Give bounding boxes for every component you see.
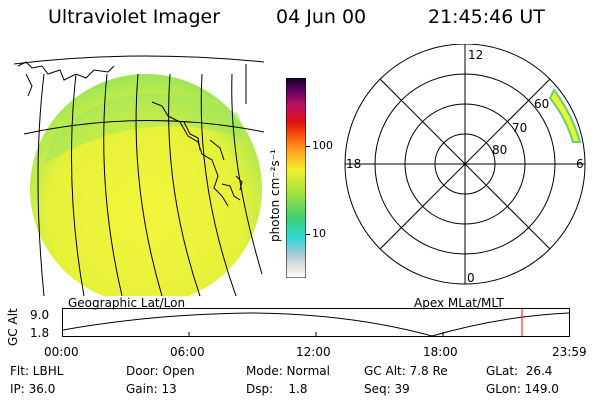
geographic-panel-label: Geographic Lat/Lon	[68, 296, 186, 310]
timeline-xtick-1800: 18:00	[423, 345, 458, 359]
mlat-label-70: 70	[512, 121, 527, 135]
status-ip: IP: 36.0	[10, 382, 56, 396]
timeline-ylabel: GC Alt	[6, 308, 20, 346]
timeline-xtick-2359: 23:59	[552, 345, 587, 359]
colorbar-gradient	[286, 78, 306, 278]
date-label: 04 Jun 00	[276, 6, 367, 28]
timeline-ytick-high: 9.0	[30, 308, 50, 322]
status-mode: Mode: Normal	[246, 364, 330, 378]
status-gain: Gain: 13	[126, 382, 177, 396]
timeline-ytick-low: 1.8	[30, 326, 50, 340]
coastlines	[17, 61, 243, 207]
polar-panel-label: Apex MLat/MLT	[414, 296, 504, 310]
auroral-oval-arc	[548, 88, 582, 143]
colorbar-title: photon cm⁻²s⁻¹	[268, 149, 282, 242]
timeline-xtick-0600: 06:00	[170, 345, 205, 359]
mlat-label-80: 80	[492, 143, 507, 157]
polar-grid	[345, 44, 585, 284]
status-gc-alt: GC Alt: 7.8 Re	[364, 364, 448, 378]
altitude-curve	[62, 312, 570, 337]
timeline-xtick-1200: 12:00	[296, 345, 331, 359]
status-dsp: Dsp: 1.8	[246, 382, 308, 396]
polar-mlat-mlt-panel: 12 18 6 0 60 70 80	[344, 44, 586, 285]
limb-glow	[44, 93, 244, 164]
longitude-grid	[37, 64, 263, 296]
colorbar-tick-10: 10	[312, 227, 326, 240]
mlat-label-60: 60	[534, 97, 549, 111]
latitude-grid	[14, 55, 264, 135]
time-label: 21:45:46 UT	[428, 6, 545, 28]
colorbar-tick-100: 100	[312, 139, 333, 152]
status-seq: Seq: 39	[364, 382, 410, 396]
status-filter: Flt: LBHL	[10, 364, 64, 378]
geographic-image-panel	[14, 55, 264, 296]
timeline-plot	[62, 308, 570, 337]
mlt-label-18: 18	[346, 157, 361, 171]
colorbar: 100 10	[270, 78, 333, 288]
mlt-label-12: 12	[468, 48, 483, 62]
timeline-xtick-0000: 00:00	[44, 345, 79, 359]
status-glat: GLat: 26.4	[486, 364, 553, 378]
mlt-label-6: 6	[576, 157, 584, 171]
instrument-title: Ultraviolet Imager	[48, 6, 221, 28]
status-glon: GLon: 149.0	[486, 382, 559, 396]
status-door: Door: Open	[126, 364, 195, 378]
mlt-label-0: 0	[467, 271, 475, 285]
